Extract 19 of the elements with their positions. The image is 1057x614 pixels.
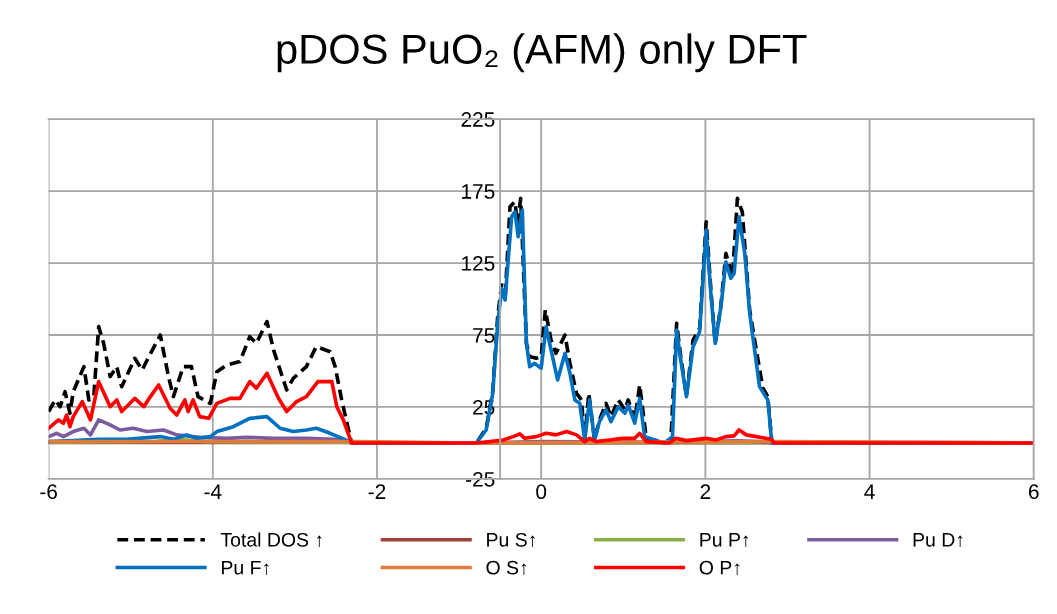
x-tick-label: 6 [1029, 484, 1039, 500]
legend-label: Pu D↑ [913, 533, 963, 548]
x-tick-label: -4 [204, 484, 222, 499]
x-tick-label: -6 [40, 484, 57, 500]
line-series [48, 371, 1034, 445]
chart-title: pDOS PuO₂ (AFM) only DFT [277, 33, 807, 73]
y-tick-label: 125 [462, 256, 495, 271]
x-tick-label: 2 [700, 484, 711, 499]
y-tick-label: 75 [473, 328, 495, 343]
y-tick-label: 175 [462, 184, 495, 199]
x-tick-label: 4 [864, 484, 875, 499]
x-tick-label: -2 [368, 484, 386, 499]
x-tick-label: 0 [536, 484, 547, 500]
legend-label: Total DOS ↑ [220, 532, 322, 548]
legend-label: O P↑ [699, 560, 740, 575]
legend-label: O S↑ [486, 560, 527, 575]
legend-label: Pu S↑ [487, 532, 535, 548]
legend-label: Pu F↑ [222, 560, 269, 575]
legend-label: Pu P↑ [700, 533, 749, 548]
